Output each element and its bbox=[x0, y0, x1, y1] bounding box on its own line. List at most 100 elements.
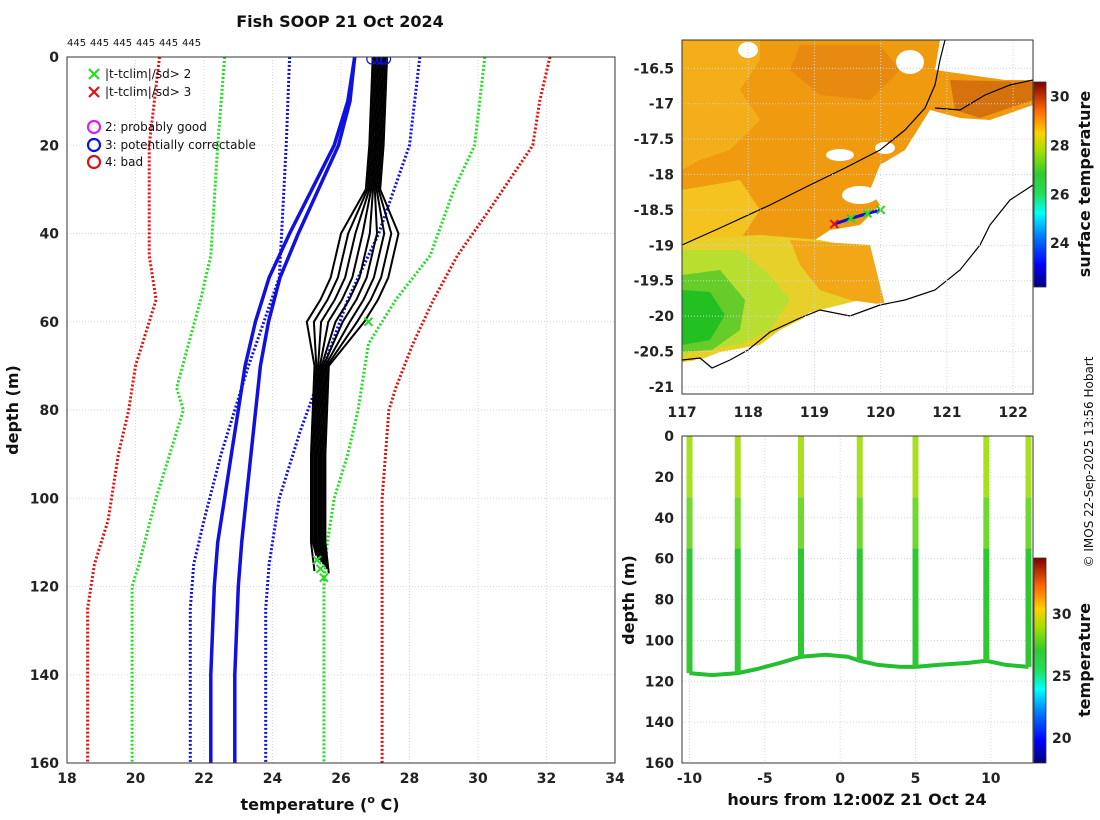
map-y-tick: -21 bbox=[649, 380, 674, 396]
timeseries-y-tick: 60 bbox=[655, 552, 675, 568]
legend-marker bbox=[86, 119, 102, 135]
map-image bbox=[682, 40, 1033, 394]
profile-y-tick: 120 bbox=[30, 580, 59, 596]
profile-y-tick: 20 bbox=[40, 138, 60, 154]
profile-y-tick: 100 bbox=[30, 491, 59, 507]
profile-y-ticks: 0 20 40 60 80 100 120 140 160 bbox=[30, 50, 59, 772]
temperature-colorbar-tick: 20 bbox=[1052, 731, 1072, 747]
dive-segment bbox=[686, 436, 693, 498]
profile-cast-5 bbox=[320, 57, 386, 567]
temperature-colorbar bbox=[1033, 557, 1047, 764]
top-counts: 445 445 445 445 445 445 bbox=[67, 38, 201, 49]
profile-y-tick: 160 bbox=[30, 756, 59, 772]
profile-series-5 bbox=[86, 57, 161, 763]
profile-title: Fish SOOP 21 Oct 2024 bbox=[236, 12, 444, 31]
profile-y-tick: 40 bbox=[40, 227, 60, 243]
map-x-tick: 117 bbox=[667, 405, 696, 421]
map-y-tick: -20 bbox=[649, 309, 675, 325]
top-count: 445 bbox=[113, 38, 132, 49]
surface-flag-3 bbox=[379, 57, 392, 65]
dive-3 bbox=[856, 436, 863, 661]
timeseries-y-tick: 100 bbox=[645, 633, 674, 649]
legend-label: 4: bad bbox=[105, 155, 143, 169]
legend-label: 3: potentially correctable bbox=[105, 138, 256, 152]
map-y-tick: -16.5 bbox=[634, 61, 674, 77]
ship-track bbox=[829, 205, 886, 229]
profile-cast-0 bbox=[311, 57, 376, 556]
profile-series-6 bbox=[380, 57, 552, 763]
dive-segment bbox=[734, 548, 741, 674]
sst-colorbar-ticks: 24 26 28 30 bbox=[1050, 90, 1070, 252]
dive-segment bbox=[686, 548, 693, 674]
temperature-colorbar-tick: 30 bbox=[1052, 607, 1072, 623]
timeseries-y-tick: 140 bbox=[645, 715, 674, 731]
ship-track-line bbox=[833, 208, 882, 226]
profile-y-tick: 140 bbox=[30, 668, 59, 684]
profile-legend: |t-tclim|/sd> 2 |t-tclim|/sd> 3 2: probabl… bbox=[86, 67, 256, 170]
sst-colorbar-tick: 26 bbox=[1050, 187, 1069, 203]
sst-colorbar-tick: 28 bbox=[1050, 138, 1069, 154]
surface-flag-1 bbox=[371, 57, 383, 65]
top-count: 445 bbox=[182, 38, 201, 49]
map-axes-frame bbox=[681, 39, 1034, 395]
map-y-tick: -17.5 bbox=[634, 132, 674, 148]
dive-segment bbox=[912, 436, 919, 498]
legend-marker bbox=[88, 86, 100, 98]
map-x-tick: 122 bbox=[999, 405, 1028, 421]
dive-segment bbox=[912, 548, 919, 667]
dive-segment bbox=[734, 497, 741, 549]
map-y-ticks: -16.5 -17 -17.5 -18 -18.5 -19 -19.5 -20 -20.5 -21 bbox=[634, 61, 675, 396]
top-count: 445 bbox=[90, 38, 109, 49]
profile-cast-3 bbox=[317, 57, 381, 563]
dive-6 bbox=[1025, 436, 1032, 667]
profile-y-label: depth (m) bbox=[3, 365, 22, 455]
map-y-tick: -20.5 bbox=[634, 345, 674, 361]
track-flag-0 bbox=[829, 219, 840, 229]
top-count: 445 bbox=[159, 38, 178, 49]
map-y-tick: -17 bbox=[649, 97, 674, 113]
timeseries-x-ticks: -10 -5 0 5 10 bbox=[677, 771, 1001, 787]
outlier-cross-2 bbox=[319, 572, 329, 583]
map-x-tick: 118 bbox=[734, 405, 763, 421]
map-y-tick: -19.5 bbox=[634, 274, 674, 290]
profile-cast-2 bbox=[315, 57, 380, 561]
timeseries-x-tick: 5 bbox=[911, 771, 921, 787]
profile-cast-4 bbox=[319, 57, 383, 565]
sst-colorbar bbox=[1033, 81, 1047, 288]
profile-x-tick: 20 bbox=[126, 771, 146, 787]
profile-y-tick: 80 bbox=[40, 403, 60, 419]
timeseries-axes-frame bbox=[681, 435, 1034, 764]
timeseries-y-tick: 20 bbox=[655, 470, 675, 486]
timeseries-x-tick: 0 bbox=[835, 771, 845, 787]
top-count: 445 bbox=[136, 38, 155, 49]
temperature-colorbar-ticks: 20 25 30 bbox=[1052, 607, 1072, 747]
dive-segment bbox=[734, 436, 741, 498]
dive-5 bbox=[983, 436, 990, 661]
profile-series-4 bbox=[322, 57, 487, 763]
timeseries-y-ticks: 0 20 40 60 80 100 120 140 160 bbox=[645, 429, 674, 772]
outlier-cross-1 bbox=[315, 564, 326, 574]
profile-x-tick: 24 bbox=[263, 771, 283, 787]
sst-colorbar-label: surface temperature bbox=[1075, 91, 1094, 278]
map-x-ticks: 117 118 119 120 121 122 bbox=[667, 405, 1027, 421]
dive-1 bbox=[734, 436, 741, 674]
profile-x-tick: 32 bbox=[537, 771, 556, 787]
timeseries-lines bbox=[686, 436, 1032, 678]
map-x-tick: 120 bbox=[866, 405, 895, 421]
credit-text: © IMOS 22-Sep-2025 13:56 Hobart bbox=[1082, 356, 1096, 567]
dive-segment bbox=[798, 436, 805, 498]
map-y-tick: -18 bbox=[649, 168, 674, 184]
dive-segment bbox=[1025, 436, 1032, 498]
map-panel: 117 118 119 120 121 122 -16.5 -17 -17.5 -18 -18.5… bbox=[634, 39, 1094, 421]
map-x-tick: 121 bbox=[932, 405, 961, 421]
dive-0 bbox=[686, 436, 693, 674]
timeseries-y-label: depth (m) bbox=[619, 555, 638, 645]
legend-marker bbox=[86, 137, 102, 153]
legend-label: 2: probably good bbox=[105, 120, 207, 134]
profile-series-1 bbox=[188, 57, 292, 763]
timeseries-x-label: hours from 12:00Z 21 Oct 24 bbox=[727, 790, 986, 809]
sst-colorbar-tick: 30 bbox=[1050, 90, 1070, 106]
profile-x-tick: 28 bbox=[400, 771, 419, 787]
timeseries-x-tick: 10 bbox=[981, 771, 1001, 787]
